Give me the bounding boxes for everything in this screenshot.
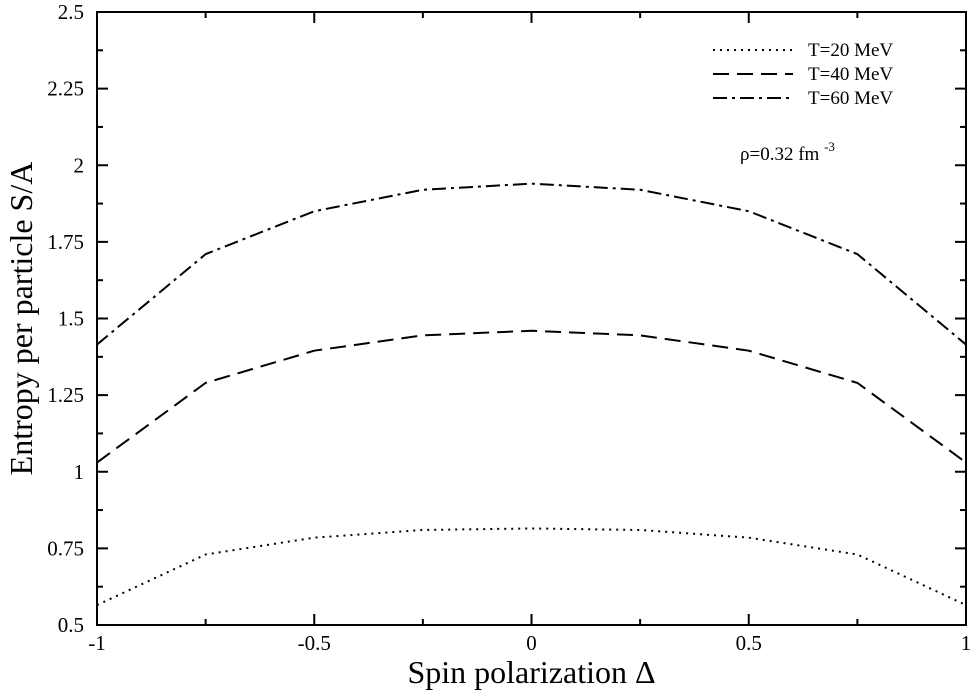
tick-marks — [96, 11, 967, 626]
y-axis-title: Entropy per particle S/A — [3, 162, 39, 476]
density-annotation-main: ρ=0.32 fm — [740, 144, 820, 165]
density-annotation-exponent: -3 — [824, 139, 835, 154]
tick-labels: -1 -0.5 0 0.5 1 0.5 0.75 1 1.25 1.5 1.75 2 2.25 2.5 — [47, 0, 971, 655]
x-tick-label: 0.5 — [736, 631, 762, 655]
x-tick-label: 1 — [961, 631, 972, 655]
x-tick-label: 0 — [526, 631, 537, 655]
legend: T=20 MeV T=40 MeV T=60 MeV — [713, 40, 893, 109]
x-tick-label: -1 — [88, 631, 106, 655]
x-axis-title: Spin polarization Δ — [407, 654, 655, 690]
series-line-dashdot — [96, 182, 967, 346]
series-lines — [96, 182, 967, 606]
y-tick-label: 2.5 — [58, 0, 84, 24]
x-tick-label: -0.5 — [298, 631, 331, 655]
legend-label: T=60 MeV — [808, 88, 893, 109]
y-tick-label: 0.5 — [58, 613, 84, 637]
density-annotation: ρ=0.32 fm -3 — [740, 139, 835, 165]
y-tick-label: 2.25 — [47, 77, 84, 101]
series-line-dotted — [96, 527, 967, 606]
y-tick-label: 0.75 — [47, 536, 84, 560]
y-tick-label: 1 — [74, 460, 85, 484]
y-tick-label: 1.75 — [47, 230, 84, 254]
legend-label: T=20 MeV — [808, 40, 893, 61]
y-tick-label: 2 — [74, 153, 85, 177]
y-tick-label: 1.5 — [58, 307, 84, 331]
series-line-dashed — [96, 329, 967, 464]
y-tick-label: 1.25 — [47, 383, 84, 407]
legend-label: T=40 MeV — [808, 64, 893, 85]
